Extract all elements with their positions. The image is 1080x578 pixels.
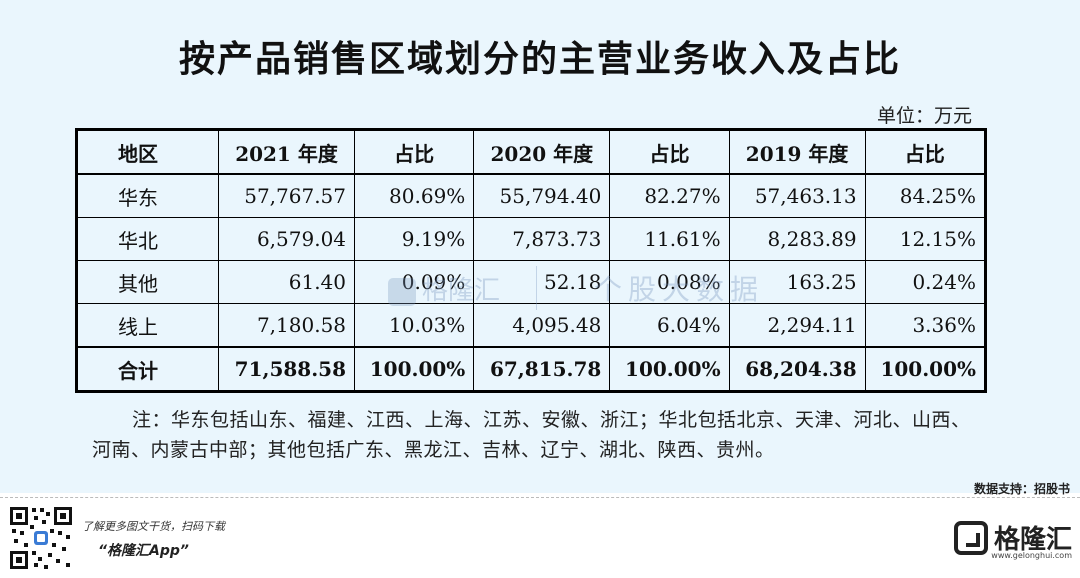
header-2019: 2019 年度 — [728, 129, 866, 175]
share-cell: 12.15% — [864, 217, 987, 261]
region-cell: 其他 — [76, 260, 219, 304]
table-row: 华北 6,579.04 9.19% 7,873.73 11.61% 8,283.… — [76, 217, 987, 261]
qr-code-icon[interactable] — [8, 505, 74, 571]
value-cell: 57,767.57 — [217, 173, 356, 218]
value-cell: 2,294.11 — [728, 303, 866, 348]
value-cell: 163.25 — [728, 260, 866, 304]
share-cell: 82.27% — [609, 173, 730, 218]
brand-domain: www.gelonghui.com — [991, 551, 1072, 560]
table-row: 线上 7,180.58 10.03% 4,095.48 6.04% 2,294.… — [76, 303, 987, 348]
header-2021-share: 占比 — [354, 129, 475, 175]
value-cell: 7,180.58 — [217, 303, 356, 348]
header-2019-share: 占比 — [864, 129, 987, 175]
region-cell: 线上 — [76, 303, 219, 348]
total-share-cell: 100.00% — [354, 346, 475, 392]
share-cell: 9.19% — [354, 217, 475, 261]
header-2020: 2020 年度 — [473, 129, 611, 175]
value-cell: 8,283.89 — [728, 217, 866, 261]
brand-logo: 格隆汇 — [953, 519, 1072, 556]
share-cell: 0.24% — [864, 260, 987, 304]
data-source: 数据支持：招股书 — [973, 482, 1070, 496]
value-cell: 7,873.73 — [473, 217, 611, 261]
table-row: 华东 57,767.57 80.69% 55,794.40 82.27% 57,… — [76, 173, 987, 218]
value-cell: 57,463.13 — [728, 173, 866, 218]
revenue-table: 地区 2021 年度 占比 2020 年度 占比 2019 年度 占比 华东 5… — [75, 128, 987, 393]
value-cell: 55,794.40 — [473, 173, 611, 218]
share-cell: 84.25% — [864, 173, 987, 218]
page-title: 按产品销售区域划分的主营业务收入及占比 — [178, 39, 901, 80]
total-share-cell: 100.00% — [609, 346, 730, 392]
share-cell: 6.04% — [609, 303, 730, 348]
share-cell: 11.61% — [609, 217, 730, 261]
value-cell: 4,095.48 — [473, 303, 611, 348]
header-2020-share: 占比 — [609, 129, 730, 175]
table-total-row: 合计 71,588.58 100.00% 67,815.78 100.00% 6… — [76, 346, 987, 392]
table-header-row: 地区 2021 年度 占比 2020 年度 占比 2019 年度 占比 — [76, 129, 987, 175]
header-2021: 2021 年度 — [217, 129, 356, 175]
value-cell: 6,579.04 — [217, 217, 356, 261]
share-cell: 0.09% — [354, 260, 475, 304]
promo-text: 了解更多图文干货，扫码下载 — [82, 520, 225, 533]
unit-label: 单位：万元 — [876, 105, 972, 127]
value-cell: 52.18 — [473, 260, 611, 304]
promo-app-name: “格隆汇App” — [98, 543, 189, 559]
brand-g-icon — [953, 520, 988, 555]
table-note: 注：华东包括山东、福建、江西、上海、江苏、安徽、浙江；华北包括北京、天津、河北、… — [92, 409, 971, 461]
total-share-cell: 100.00% — [864, 346, 987, 392]
total-label-cell: 合计 — [76, 346, 219, 392]
header-region: 地区 — [76, 129, 219, 175]
share-cell: 10.03% — [354, 303, 475, 348]
region-cell: 华东 — [76, 173, 219, 218]
region-cell: 华北 — [76, 217, 219, 261]
value-cell: 61.40 — [217, 260, 356, 304]
footer-divider — [0, 497, 1080, 498]
share-cell: 3.36% — [864, 303, 987, 348]
total-value-cell: 71,588.58 — [217, 346, 356, 392]
share-cell: 0.08% — [609, 260, 730, 304]
total-value-cell: 68,204.38 — [728, 346, 866, 392]
total-value-cell: 67,815.78 — [473, 346, 611, 392]
table-row: 其他 61.40 0.09% 52.18 0.08% 163.25 0.24% — [76, 260, 987, 304]
share-cell: 80.69% — [354, 173, 475, 218]
brand-name: 格隆汇 — [993, 525, 1072, 555]
content-panel: 按产品销售区域划分的主营业务收入及占比 单位：万元 地区 2021 年度 占比 … — [0, 0, 1080, 493]
